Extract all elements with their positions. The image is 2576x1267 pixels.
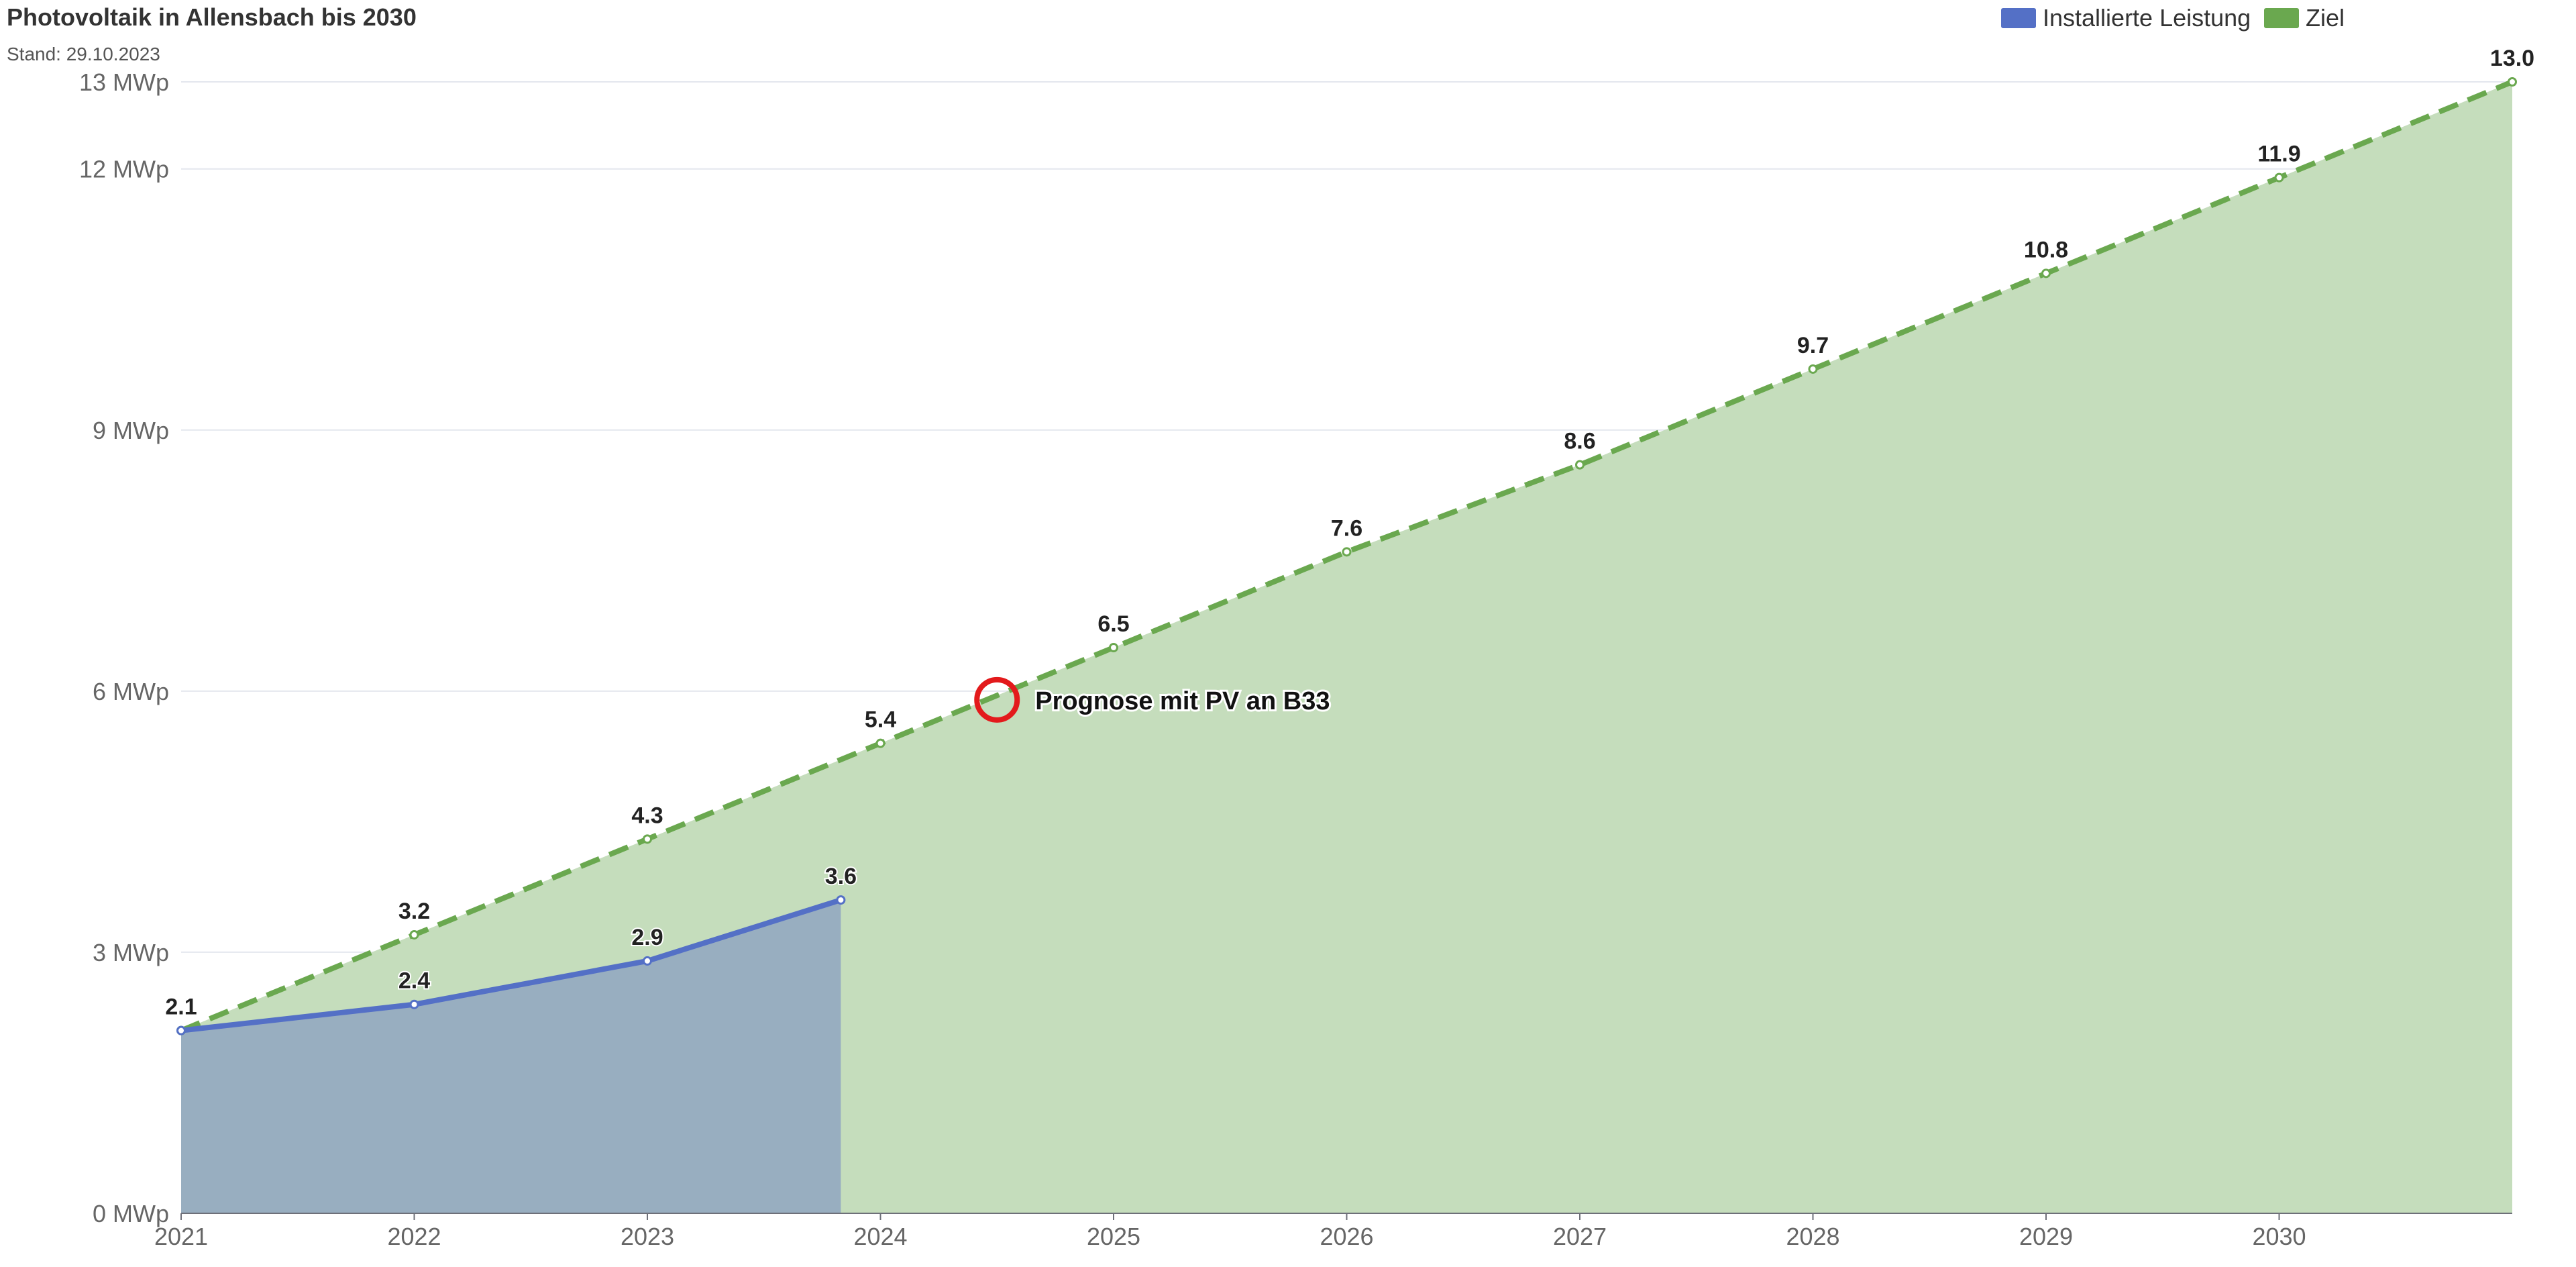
y-tick-label: 12 MWp bbox=[79, 156, 169, 183]
x-tick-label: 2030 bbox=[2252, 1223, 2306, 1250]
y-tick-label: 0 MWp bbox=[93, 1200, 169, 1227]
point-ziel[interactable] bbox=[2041, 268, 2051, 278]
x-tick-label: 2028 bbox=[1786, 1223, 1839, 1250]
x-tick-label: 2027 bbox=[1553, 1223, 1607, 1250]
data-label-ziel: 8.6 bbox=[1564, 429, 1595, 454]
series-areas bbox=[181, 82, 2512, 1213]
legend-label-installierte-leistung: Installierte Leistung bbox=[2043, 4, 2251, 32]
point-ziel[interactable] bbox=[2274, 172, 2284, 183]
data-labels: 2.13.24.35.46.57.68.69.710.811.913.02.12… bbox=[164, 44, 2536, 1021]
legend-item-installierte-leistung[interactable]: Installierte Leistung bbox=[2001, 4, 2251, 32]
x-tick-label: 2021 bbox=[154, 1223, 208, 1250]
x-tick-label: 2024 bbox=[853, 1223, 907, 1250]
series-lines bbox=[178, 79, 2514, 1033]
data-label-ziel: 10.8 bbox=[2024, 237, 2068, 262]
legend-item-ziel[interactable]: Ziel bbox=[2264, 4, 2345, 32]
data-label-installierte-leistung: 2.1 bbox=[165, 995, 197, 1020]
x-tick-label: 2023 bbox=[621, 1223, 674, 1250]
x-axis: 2021 2022 2023 2024 2025 2026 2027 2028 2029 2030 bbox=[154, 1213, 2512, 1250]
data-label-ziel: 6.5 bbox=[1097, 611, 1129, 637]
point-installierte-leistung[interactable] bbox=[176, 1025, 186, 1035]
data-label-ziel: 13.0 bbox=[2490, 46, 2534, 71]
legend-label-ziel: Ziel bbox=[2306, 4, 2345, 32]
data-label-installierte-leistung: 2.9 bbox=[631, 925, 663, 950]
line-installierte-leistung bbox=[178, 897, 844, 1033]
annotation-label: Prognose mit PV an B33 bbox=[1035, 687, 1330, 715]
legend[interactable]: Installierte Leistung Ziel bbox=[2001, 4, 2345, 32]
point-ziel[interactable] bbox=[2508, 77, 2517, 87]
line-ziel bbox=[180, 79, 2514, 1033]
series-points bbox=[176, 77, 2517, 1035]
data-label-installierte-leistung: 2.4 bbox=[398, 968, 430, 994]
point-installierte-leistung[interactable] bbox=[836, 895, 846, 905]
point-ziel[interactable] bbox=[1109, 643, 1118, 652]
point-ziel[interactable] bbox=[1575, 460, 1585, 470]
area-installierte-leistung bbox=[181, 900, 841, 1213]
data-label-ziel: 3.2 bbox=[398, 899, 430, 924]
y-axis: 0 MWp 3 MWp 6 MWp 9 MWp 12 MWp 13 MWp bbox=[79, 68, 169, 1227]
x-tick-label: 2029 bbox=[2019, 1223, 2073, 1250]
point-ziel[interactable] bbox=[409, 929, 419, 940]
x-tick-label: 2026 bbox=[1320, 1223, 1373, 1250]
x-tick-label: 2025 bbox=[1087, 1223, 1140, 1250]
y-tick-label: 13 MWp bbox=[79, 68, 169, 96]
annotation-circle bbox=[974, 676, 1020, 723]
data-label-ziel: 9.7 bbox=[1797, 333, 1829, 358]
legend-swatch-installierte-leistung bbox=[2001, 8, 2036, 28]
x-tick-label: 2022 bbox=[387, 1223, 441, 1250]
point-ziel[interactable] bbox=[875, 738, 885, 748]
data-label-ziel: 11.9 bbox=[2257, 142, 2300, 167]
point-ziel[interactable] bbox=[1342, 547, 1352, 557]
point-ziel[interactable] bbox=[643, 834, 652, 844]
chart-title: Photovoltaik in Allensbach bis 2030 bbox=[7, 3, 417, 31]
data-label-ziel: 2.1 bbox=[165, 995, 197, 1020]
point-installierte-leistung[interactable] bbox=[643, 956, 652, 966]
data-label-ziel: 4.3 bbox=[631, 803, 663, 828]
point-ziel[interactable] bbox=[1808, 364, 1818, 374]
legend-swatch-ziel bbox=[2264, 8, 2299, 28]
y-tick-label: 3 MWp bbox=[93, 939, 169, 966]
point-installierte-leistung[interactable] bbox=[409, 999, 419, 1009]
data-label-ziel: 5.4 bbox=[865, 707, 896, 733]
data-label-installierte-leistung: 3.6 bbox=[825, 864, 857, 889]
y-tick-label: 6 MWp bbox=[93, 678, 169, 705]
y-tick-label: 9 MWp bbox=[93, 417, 169, 444]
annotation: Prognose mit PV an B33 bbox=[974, 676, 1332, 723]
chart-subtitle: Stand: 29.10.2023 bbox=[7, 44, 160, 64]
data-label-ziel: 7.6 bbox=[1331, 515, 1362, 541]
